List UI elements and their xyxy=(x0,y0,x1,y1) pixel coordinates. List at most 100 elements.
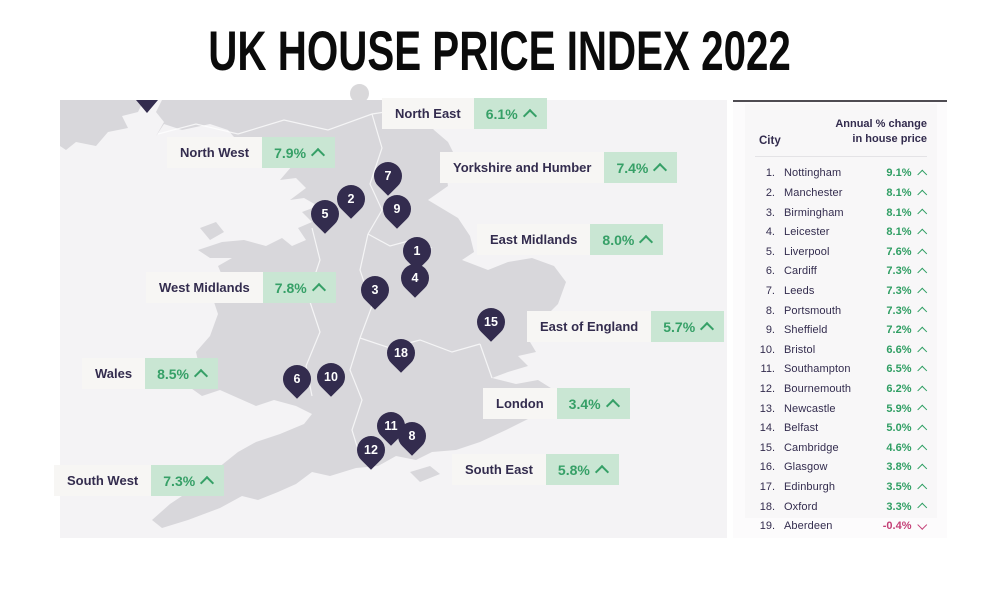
region-change-value: 6.1% xyxy=(485,105,518,122)
trend-arrow-icon xyxy=(193,368,209,383)
table-rows: 1. Nottingham 9.1% 2. Manchester 8.1% 3.… xyxy=(755,164,927,536)
region-name: Yorkshire and Humber xyxy=(440,152,605,183)
row-city: Portsmouth xyxy=(784,304,842,317)
table-row-aberdeen: 19. Aberdeen -0.4% xyxy=(755,516,927,536)
row-rank: 9. xyxy=(765,324,775,337)
row-city: Nottingham xyxy=(784,167,842,180)
region-change-badge: 3.4% xyxy=(556,388,630,419)
partial-pin-tail xyxy=(136,100,158,113)
region-name: West Midlands xyxy=(146,272,263,303)
map-pin-number: 8 xyxy=(408,429,416,443)
region-change-badge: 7.9% xyxy=(262,137,336,168)
map-pin-number: 6 xyxy=(293,372,301,386)
row-value: 9.1% xyxy=(886,167,912,180)
row-rank: 15. xyxy=(759,441,775,454)
table-row-manchester: 2. Manchester 8.1% xyxy=(755,183,927,203)
region-change-value: 7.4% xyxy=(616,159,649,176)
trend-arrow-icon xyxy=(917,287,927,297)
city-ranking-panel: City Annual % change in house price 1. N… xyxy=(733,100,947,538)
row-city: Belfast xyxy=(784,422,819,435)
row-city: Aberdeen xyxy=(784,520,833,533)
region-name: North West xyxy=(167,137,263,168)
region-name: South East xyxy=(452,454,546,485)
table-row-newcastle: 13. Newcastle 5.9% xyxy=(755,399,927,419)
region-change-value: 7.3% xyxy=(163,472,196,489)
row-rank: 2. xyxy=(765,187,775,200)
row-city: Manchester xyxy=(784,187,843,200)
row-city: Bristol xyxy=(784,343,816,356)
map-pin-number: 7 xyxy=(384,169,392,183)
region-name: East Midlands xyxy=(477,224,591,255)
row-rank: 14. xyxy=(759,422,775,435)
map-pin-4: 4 xyxy=(395,258,435,298)
region-change-value: 3.4% xyxy=(568,395,601,412)
trend-arrow-icon xyxy=(917,385,927,395)
trend-arrow-icon xyxy=(917,326,927,336)
region-label-south-west: South West 7.3% xyxy=(54,465,225,496)
decorative-dot xyxy=(350,84,369,103)
region-label-north-west: North West 7.9% xyxy=(167,137,336,168)
trend-arrow-icon xyxy=(310,147,326,162)
table-row-leicester: 4. Leicester 8.1% xyxy=(755,222,927,242)
region-label-wales: Wales 8.5% xyxy=(82,358,219,389)
region-name: South West xyxy=(54,465,152,496)
row-value: 7.3% xyxy=(886,285,912,298)
row-rank: 11. xyxy=(760,363,775,376)
table-row-birmingham: 3. Birmingham 8.1% xyxy=(755,203,927,223)
map-pin-10: 10 xyxy=(311,357,351,397)
anglesey-island xyxy=(200,222,224,240)
row-city: Cardiff xyxy=(784,265,817,278)
region-name: East of England xyxy=(527,311,652,342)
table-row-southampton: 11. Southampton 6.5% xyxy=(755,360,927,380)
region-name: London xyxy=(483,388,557,419)
map-pin-7: 7 xyxy=(368,156,408,196)
map-pin-number: 4 xyxy=(411,271,419,285)
map-pin-15: 15 xyxy=(471,302,511,342)
trend-arrow-icon xyxy=(917,267,927,278)
row-value: 6.6% xyxy=(886,343,912,356)
row-rank: 6. xyxy=(765,265,775,278)
map-pin-8: 8 xyxy=(392,416,432,456)
map-pin-number: 12 xyxy=(364,443,378,457)
row-rank: 17. xyxy=(759,480,775,493)
trend-arrow-icon xyxy=(594,464,609,479)
region-label-east-of-england: East of England 5.7% xyxy=(527,311,725,342)
region-change-badge: 7.3% xyxy=(151,465,225,496)
row-city: Liverpool xyxy=(784,245,830,258)
row-rank: 18. xyxy=(759,500,775,513)
trend-arrow-icon xyxy=(917,424,927,434)
row-value: 3.3% xyxy=(886,500,912,513)
row-value: 3.8% xyxy=(886,461,912,474)
trend-arrow-icon xyxy=(917,365,927,376)
map-pin-number: 10 xyxy=(324,370,338,384)
row-value: 8.1% xyxy=(886,206,912,219)
map-pin-number: 15 xyxy=(484,315,498,329)
row-value: 4.6% xyxy=(886,441,912,454)
region-change-badge: 8.0% xyxy=(590,224,664,255)
row-value: 3.5% xyxy=(886,480,912,493)
region-name: Wales xyxy=(82,358,146,389)
map-pin-3: 3 xyxy=(355,270,395,310)
trend-arrow-icon xyxy=(917,189,927,199)
region-change-value: 5.8% xyxy=(557,461,590,478)
map-pin-9: 9 xyxy=(377,189,417,229)
header-city: City xyxy=(759,134,781,147)
region-change-badge: 7.4% xyxy=(604,152,678,183)
trend-arrow-icon xyxy=(605,398,620,413)
table-row-cambridge: 15. Cambridge 4.6% xyxy=(755,438,927,458)
table-row-edinburgh: 17. Edinburgh 3.5% xyxy=(755,477,927,497)
row-value: 7.3% xyxy=(886,304,912,317)
row-city: Cambridge xyxy=(784,441,839,454)
page-title-text: UK HOUSE PRICE INDEX 2022 xyxy=(208,19,792,82)
table-row-leeds: 7. Leeds 7.3% xyxy=(755,281,927,301)
row-value: 6.5% xyxy=(886,363,912,376)
row-rank: 19. xyxy=(759,520,775,533)
map-pin-6: 6 xyxy=(277,359,317,399)
table-row-portsmouth: 8. Portsmouth 7.3% xyxy=(755,301,927,321)
map-pin-18: 18 xyxy=(381,333,421,373)
map-pin-5: 5 xyxy=(305,194,345,234)
table-row-sheffield: 9. Sheffield 7.2% xyxy=(755,320,927,340)
row-value: -0.4% xyxy=(882,520,912,533)
table-row-nottingham: 1. Nottingham 9.1% xyxy=(755,164,927,184)
